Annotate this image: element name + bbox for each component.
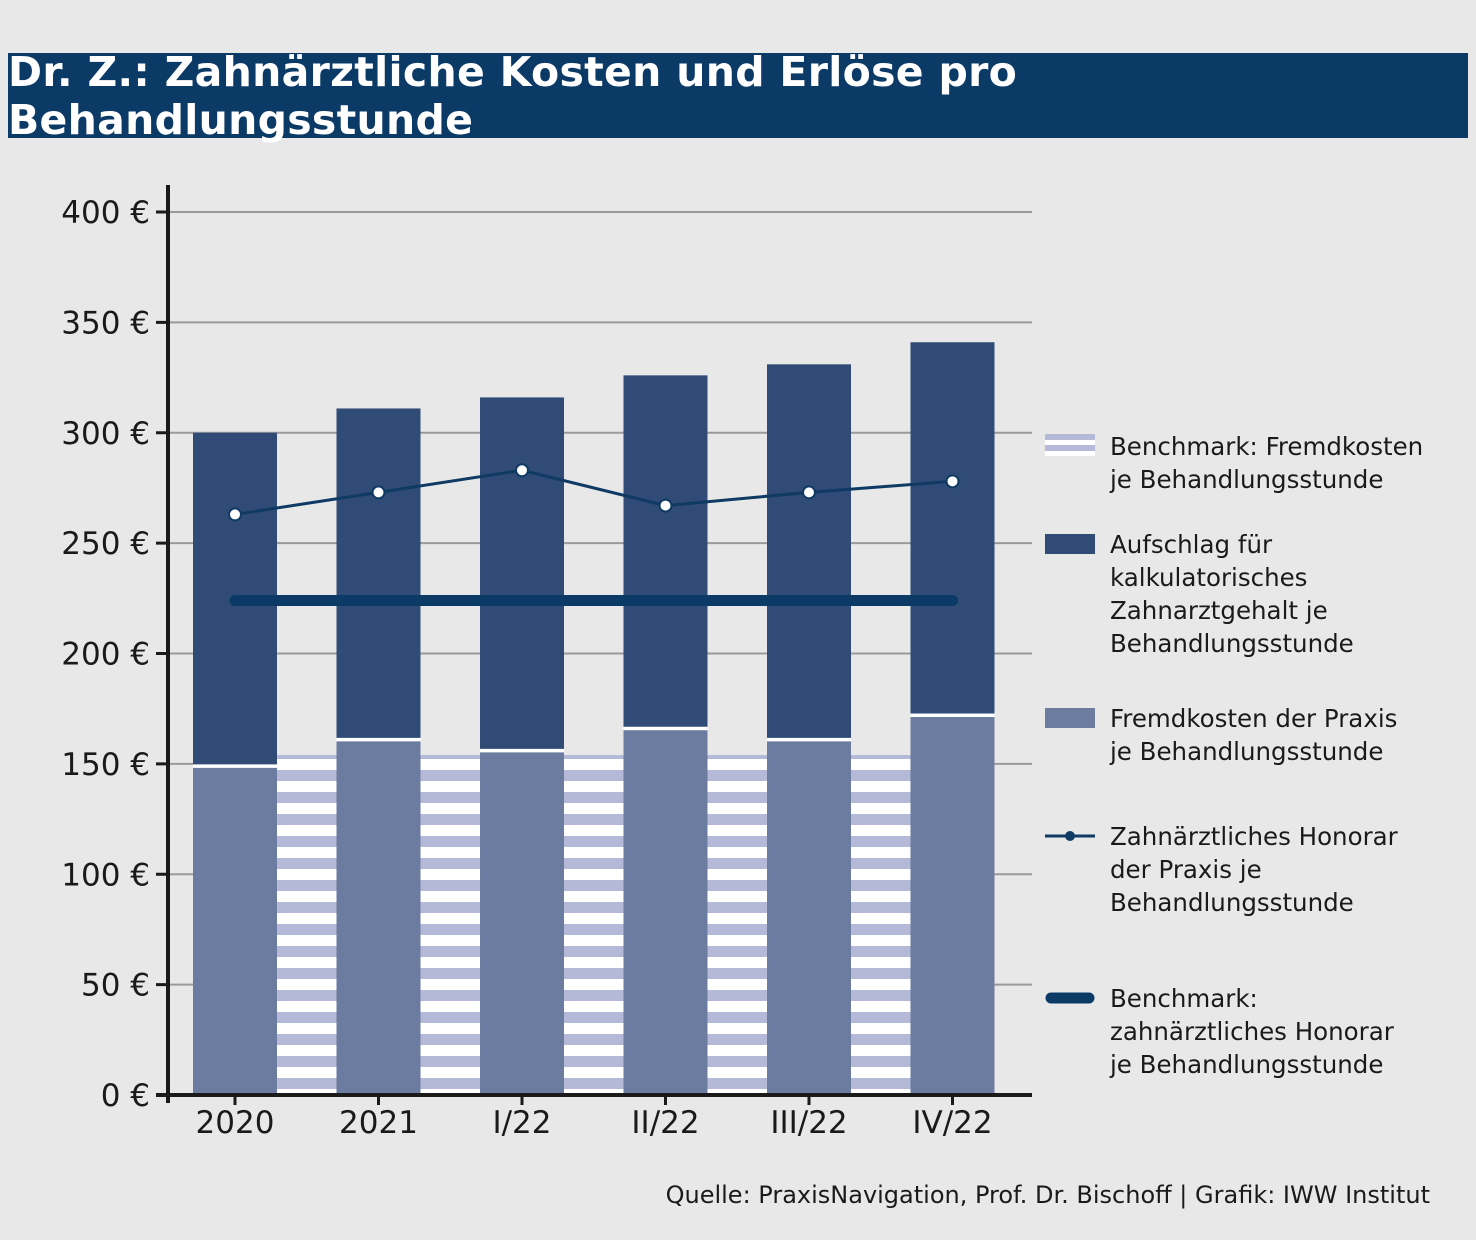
y-tick-label: 350 € [61,305,150,341]
bar-fremdkosten [767,739,851,1095]
bar-aufschlag [910,342,995,716]
bars [193,342,995,1095]
y-tick-label: 0 € [101,1078,150,1114]
bar-aufschlag [623,375,708,729]
legend-label: Benchmark: Fremdkosten je Behandlungsstu… [1110,432,1424,494]
bar-aufschlag [767,364,851,740]
line-dot-swatch-icon [1045,831,1095,841]
honorar-point [228,507,242,522]
x-tick-label: III/22 [770,1105,847,1141]
honorar-point [371,485,386,500]
y-tick-label: 50 € [81,968,150,1004]
y-tick-label: 150 € [61,747,150,783]
thick-line-swatch-icon [1045,992,1095,1004]
light-swatch-icon [1045,708,1095,728]
honorar-point [802,485,816,500]
legend-label: Aufschlag für kalkulatorisches Zahnarztg… [1110,530,1354,658]
x-tick-label: 2021 [339,1105,418,1141]
chart-title: Dr. Z.: Zahnärztliche Kosten und Erlöse … [8,48,1468,144]
bar-fremdkosten [193,766,277,1095]
benchmark-fremdkosten-stripes [277,755,911,1095]
legend-label: Fremdkosten der Praxis je Behandlungsstu… [1110,704,1398,766]
honorar-point [945,474,960,489]
tick-labels: 0 € 50 € 100 € 150 € 200 € 250 € 300 € 350 € 400… [61,195,992,1141]
source-note: Quelle: PraxisNavigation, Prof. Dr. Bisc… [665,1181,1430,1209]
benchmark-fremdkosten-band [420,755,480,1095]
benchmark-fremdkosten-band [707,755,767,1095]
x-tick-label: II/22 [631,1105,699,1141]
honorar-point [658,498,673,513]
y-tick-label: 300 € [61,416,150,452]
x-tick-label: IV/22 [912,1105,992,1141]
y-tick-label: 200 € [61,637,150,673]
honorar-point [515,463,529,478]
y-tick-label: 400 € [61,195,150,231]
bar-aufschlag [336,408,421,740]
x-tick-label: 2020 [196,1105,275,1141]
bar-fremdkosten [480,750,564,1095]
axes [156,185,1032,1105]
bar-aufschlag [480,397,564,751]
honorar-line [228,463,960,522]
x-tick-label: I/22 [492,1105,551,1141]
benchmark-fremdkosten-band [564,755,624,1095]
benchmark-fremdkosten-band [851,755,911,1095]
y-tick-label: 100 € [61,857,150,893]
bar-fremdkosten [623,728,708,1095]
legend-label: Benchmark: zahnärztliches Honorar je Beh… [1110,984,1394,1079]
dark-swatch-icon [1045,534,1095,554]
bar-fremdkosten [910,715,995,1095]
y-tick-label: 250 € [61,526,150,562]
striped-swatch-icon [1045,434,1095,456]
benchmark-fremdkosten-band [277,755,337,1095]
bar-fremdkosten [336,739,421,1095]
honorar-series-line [234,468,953,516]
legend-label: Zahnärztliches Honorar der Praxis je Beh… [1110,822,1398,917]
